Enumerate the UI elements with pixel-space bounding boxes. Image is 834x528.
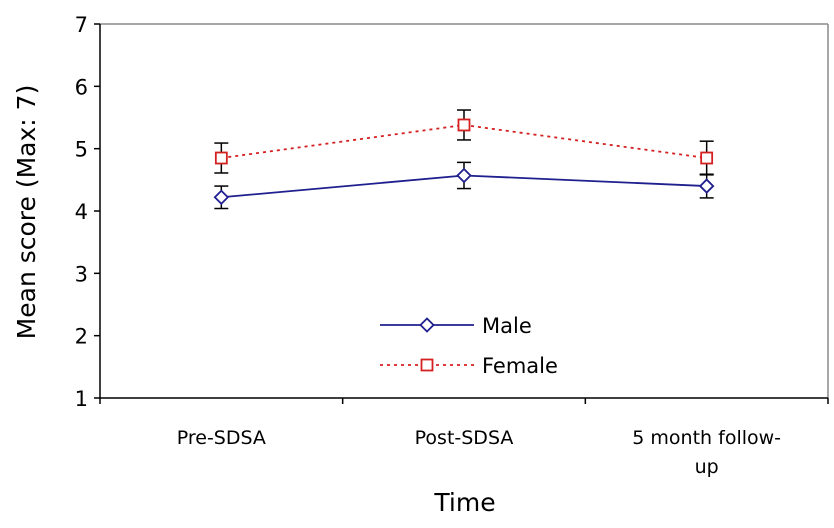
y-tick-label: 4 xyxy=(75,200,88,224)
data-point-male xyxy=(698,178,715,194)
x-axis-title: Time xyxy=(433,488,495,517)
x-tick-label-line: up xyxy=(695,456,719,478)
x-tick-label-line: Pre-SDSA xyxy=(177,427,266,449)
y-tick-label: 3 xyxy=(75,262,88,286)
data-point-male xyxy=(213,189,230,206)
legend-label-female: Female xyxy=(482,354,558,378)
y-axis-title: Mean score (Max: 7) xyxy=(12,85,41,340)
x-tick-label: Pre-SDSA xyxy=(177,427,266,449)
data-point-female xyxy=(700,151,714,165)
data-point-male xyxy=(456,167,472,184)
y-tick-label: 6 xyxy=(75,75,88,99)
x-tick-label: 5 month follow-up xyxy=(632,427,781,478)
data-point-female xyxy=(214,151,228,165)
legend-label-male: Male xyxy=(482,314,532,338)
series-line-female xyxy=(221,124,707,159)
x-tick-label: Post-SDSA xyxy=(415,427,514,449)
x-tick-label-line: 5 month follow- xyxy=(632,427,781,449)
y-tick-label: 1 xyxy=(75,387,88,411)
legend-marker-male xyxy=(419,317,435,333)
series-female xyxy=(214,109,714,176)
data-point-female xyxy=(457,118,471,132)
series-male xyxy=(213,161,715,210)
y-tick-label: 5 xyxy=(75,138,88,162)
legend-marker-female xyxy=(420,358,434,372)
x-tick-label-line: Post-SDSA xyxy=(415,427,514,449)
y-tick-label: 7 xyxy=(75,13,88,37)
y-tick-label: 2 xyxy=(75,325,88,349)
